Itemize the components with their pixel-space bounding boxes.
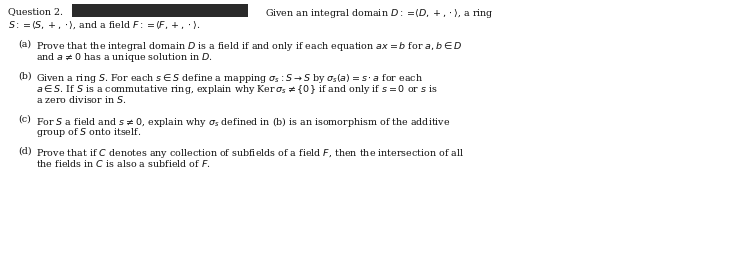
Text: $S:=\!\langle S,+,\cdot\rangle$, and a field $F:=\!\langle F,+,\cdot\rangle$.: $S:=\!\langle S,+,\cdot\rangle$, and a f… <box>8 19 200 31</box>
Text: (d): (d) <box>18 147 31 156</box>
Text: Prove that if $C$ denotes any collection of subfields of a field $F$, then the i: Prove that if $C$ denotes any collection… <box>36 147 464 160</box>
Text: and $a\neq 0$ has a unique solution in $D$.: and $a\neq 0$ has a unique solution in $… <box>36 51 213 64</box>
Text: (c): (c) <box>18 115 31 124</box>
Text: Given an integral domain $D:=\!\langle D,+,\cdot\rangle$, a ring: Given an integral domain $D:=\!\langle D… <box>265 7 494 20</box>
Text: Question 2.: Question 2. <box>8 7 63 16</box>
Text: For $S$ a field and $s\neq 0$, explain why $\sigma_s$ defined in (b) is an isomo: For $S$ a field and $s\neq 0$, explain w… <box>36 115 450 129</box>
Text: Given a ring $S$. For each $s\in S$ define a mapping $\sigma_s: S\rightarrow S$ : Given a ring $S$. For each $s\in S$ defi… <box>36 72 423 85</box>
Text: the fields in $C$ is also a subfield of $F$.: the fields in $C$ is also a subfield of … <box>36 158 210 169</box>
Bar <box>72 4 248 17</box>
Text: (b): (b) <box>18 72 31 81</box>
Text: (a): (a) <box>18 40 31 49</box>
Text: group of $S$ onto itself.: group of $S$ onto itself. <box>36 126 142 139</box>
Text: Prove that the integral domain $D$ is a field if and only if each equation $ax=b: Prove that the integral domain $D$ is a … <box>36 40 462 53</box>
Text: $a\in S$. If $S$ is a commutative ring, explain why Ker$\,\sigma_s\neq\{0\}$ if : $a\in S$. If $S$ is a commutative ring, … <box>36 83 437 96</box>
Text: a zero divisor in $S$.: a zero divisor in $S$. <box>36 94 127 105</box>
